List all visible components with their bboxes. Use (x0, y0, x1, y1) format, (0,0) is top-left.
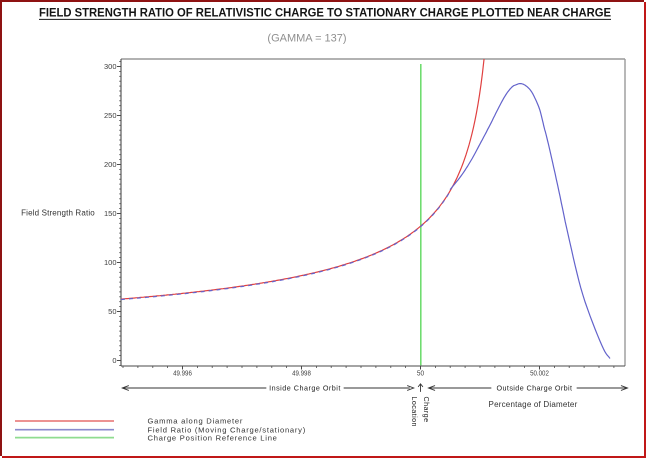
svg-text:Gamma along Diameter: Gamma along Diameter (148, 417, 244, 426)
svg-text:Charge: Charge (422, 397, 431, 423)
svg-text:Charge Position Reference Line: Charge Position Reference Line (148, 434, 278, 443)
svg-text:300: 300 (104, 62, 117, 71)
svg-text:(GAMMA = 137): (GAMMA = 137) (267, 33, 346, 45)
svg-text:FIELD STRENGTH RATIO OF RELATI: FIELD STRENGTH RATIO OF RELATIVISTIC CHA… (39, 6, 611, 20)
svg-text:Outside Charge Orbit: Outside Charge Orbit (497, 384, 573, 393)
svg-text:50: 50 (108, 307, 116, 316)
svg-text:Field Strength Ratio: Field Strength Ratio (21, 209, 95, 218)
svg-text:Inside Charge Orbit: Inside Charge Orbit (269, 384, 341, 393)
svg-text:100: 100 (104, 258, 117, 267)
svg-text:0: 0 (112, 356, 116, 365)
svg-text:50: 50 (417, 369, 424, 378)
svg-text:200: 200 (104, 160, 117, 169)
svg-text:49.996: 49.996 (173, 369, 192, 378)
svg-text:Location: Location (410, 397, 419, 427)
svg-text:250: 250 (104, 111, 117, 120)
svg-text:Percentage of Diameter: Percentage of Diameter (489, 400, 578, 409)
svg-text:49.998: 49.998 (292, 369, 311, 378)
svg-text:Field Ratio (Moving Charge/sta: Field Ratio (Moving Charge/stationary) (148, 425, 307, 434)
svg-text:50.002: 50.002 (530, 369, 549, 378)
svg-text:150: 150 (104, 209, 117, 218)
